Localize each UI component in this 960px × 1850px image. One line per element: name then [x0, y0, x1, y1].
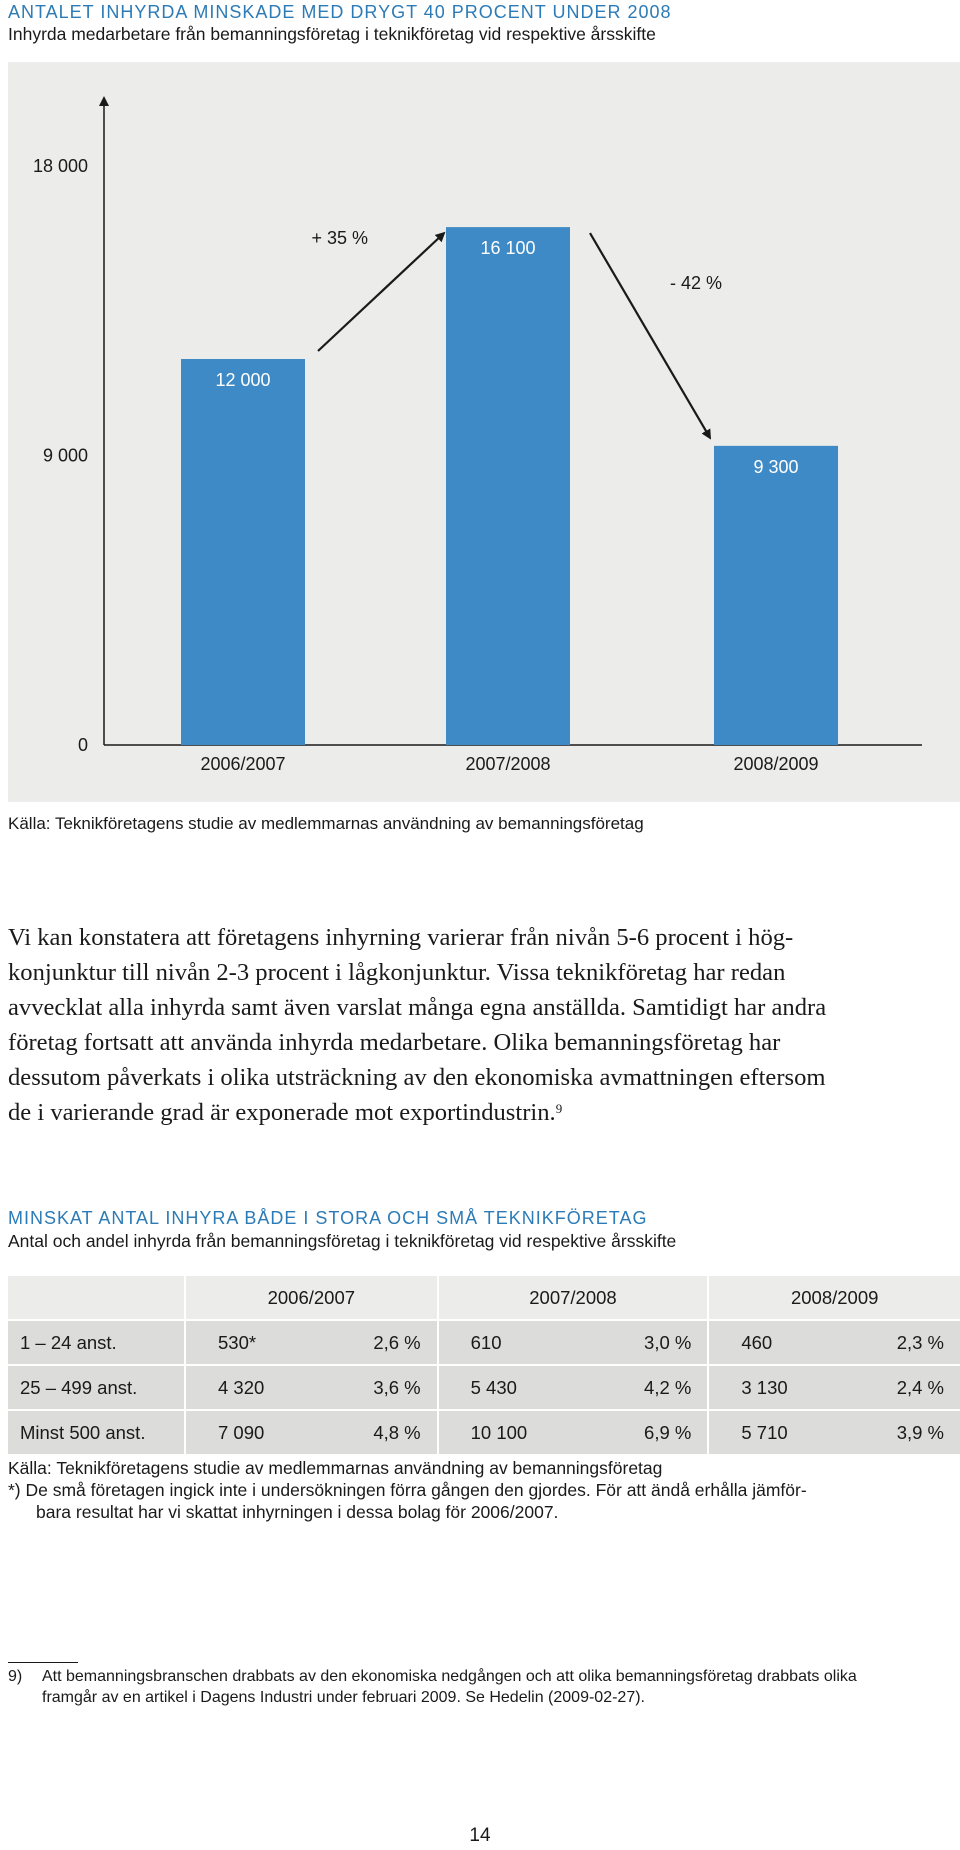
chart-panel: 0 9 000 18 000 12 000 2006/2007 16 100 2007/20… [8, 62, 960, 802]
decrease-label: - 42 % [670, 273, 722, 293]
count-cell: 10 100 [436, 1409, 596, 1454]
table-note: *) De små företagen ingick inte i unders… [8, 1480, 807, 1500]
y-tick-label: 18 000 [33, 156, 88, 176]
row-label: 25 – 499 anst. [8, 1364, 184, 1409]
page-number: 14 [469, 1825, 491, 1846]
count-cell: 3 130 [707, 1364, 849, 1409]
share-cell: 2,6 % [325, 1319, 437, 1364]
x-tick-label: 2007/2008 [465, 754, 550, 774]
bar [714, 445, 838, 745]
count-cell: 5 710 [707, 1409, 849, 1454]
bar-chart: 0 9 000 18 000 12 000 2006/2007 16 100 2007/20… [33, 96, 922, 774]
row-label: Minst 500 anst. [8, 1409, 184, 1454]
table-notes: Källa: Teknikföretagens studie av medlem… [8, 1457, 807, 1523]
chart-source: Källa: Teknikföretagens studie av medlem… [8, 814, 644, 833]
share-cell: 6,9 % [595, 1409, 708, 1454]
column-header: 2006/2007 [184, 1276, 437, 1319]
bar-value-label: 12 000 [215, 370, 270, 390]
stats-table: 2006/2007 2007/2008 2008/2009 1 – 24 ans… [8, 1276, 960, 1454]
bar [446, 227, 570, 745]
chart-subtitle: Inhyrda medarbetare från bemanningsföret… [8, 24, 656, 44]
footnote-line: framgår av en artikel i Dagens Industri … [42, 1689, 645, 1706]
share-cell: 3,0 % [595, 1319, 708, 1364]
bar-value-label: 9 300 [753, 457, 798, 477]
table-row: 25 – 499 anst. 4 320 3,6 % 5 430 4,2 % 3… [8, 1364, 960, 1409]
increase-label: + 35 % [311, 228, 368, 248]
decrease-arrow [589, 232, 712, 440]
body-paragraph: Vi kan konstatera att företagens inhyrni… [8, 924, 827, 1126]
count-cell: 5 430 [436, 1364, 596, 1409]
table-row: 1 – 24 anst. 530* 2,6 % 610 3,0 % 460 2,… [8, 1319, 960, 1364]
bar-value-label: 16 100 [480, 238, 535, 258]
footnote-divider [8, 1662, 78, 1663]
share-cell: 3,9 % [848, 1409, 960, 1454]
column-header: 2008/2009 [707, 1276, 960, 1319]
share-cell: 4,8 % [325, 1409, 437, 1454]
bar [181, 359, 305, 745]
table-subtitle: Antal och andel inhyrda från bemanningsf… [8, 1231, 677, 1251]
count-cell: 7 090 [184, 1409, 326, 1454]
footnote: 9) Att bemanningsbranschen drabbats av d… [8, 1666, 960, 1708]
footnote-marker: 9) [8, 1668, 23, 1685]
table-note-continued: bara resultat har vi skattat inhyrningen… [36, 1502, 559, 1522]
y-tick-label: 9 000 [43, 446, 88, 466]
y-tick-label: 0 [78, 735, 88, 755]
share-cell: 3,6 % [325, 1364, 437, 1409]
count-cell: 460 [707, 1319, 849, 1364]
table-corner-cell [8, 1276, 184, 1319]
table-source: Källa: Teknikföretagens studie av medlem… [8, 1458, 663, 1478]
row-label: 1 – 24 anst. [8, 1319, 184, 1364]
count-cell: 530* [184, 1319, 326, 1364]
table-title: MINSKAT ANTAL INHYRA BÅDE I STORA OCH SM… [8, 1208, 648, 1228]
share-cell: 2,4 % [848, 1364, 960, 1409]
increase-arrow [317, 231, 446, 352]
x-tick-label: 2008/2009 [733, 754, 818, 774]
x-tick-label: 2006/2007 [200, 754, 285, 774]
column-header: 2007/2008 [436, 1276, 708, 1319]
table-header-row: 2006/2007 2007/2008 2008/2009 [8, 1276, 960, 1319]
count-cell: 4 320 [184, 1364, 326, 1409]
chart-title: ANTALET INHYRDA MINSKADE MED DRYGT 40 PR… [8, 2, 672, 22]
footnote-line: Att bemanningsbranschen drabbats av den … [42, 1668, 857, 1685]
count-cell: 610 [436, 1319, 596, 1364]
share-cell: 2,3 % [848, 1319, 960, 1364]
table-row: Minst 500 anst. 7 090 4,8 % 10 100 6,9 %… [8, 1409, 960, 1454]
share-cell: 4,2 % [595, 1364, 708, 1409]
